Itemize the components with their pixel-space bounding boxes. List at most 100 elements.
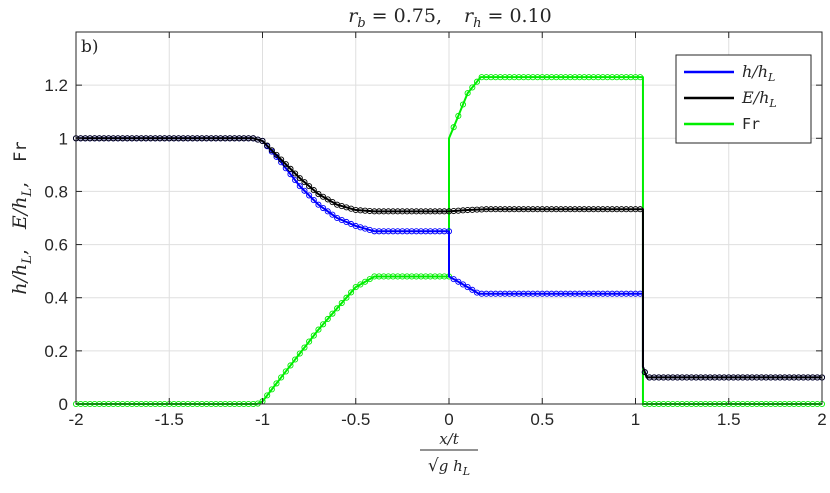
marker-fr — [478, 74, 485, 81]
marker-e — [539, 206, 546, 213]
marker-h — [585, 290, 592, 297]
marker-e — [567, 206, 574, 213]
marker-h — [576, 290, 583, 297]
marker-e — [744, 374, 751, 381]
marker-fr — [506, 74, 513, 81]
marker-e — [660, 374, 667, 381]
marker-e — [730, 374, 737, 381]
marker-fr — [306, 338, 313, 345]
marker-e — [320, 193, 327, 200]
marker-e — [124, 135, 131, 142]
marker-h — [618, 290, 625, 297]
marker-e — [515, 206, 522, 213]
y-tick-label: 0.2 — [44, 342, 68, 361]
marker-fr — [511, 74, 518, 81]
marker-h — [389, 228, 397, 235]
marker-e — [585, 206, 592, 213]
marker-e — [758, 374, 765, 381]
marker-fr — [329, 310, 336, 317]
marker-e — [189, 135, 196, 142]
marker-fr — [348, 289, 355, 296]
marker-h — [609, 290, 616, 297]
marker-fr — [520, 74, 527, 81]
marker-e — [492, 206, 499, 213]
marker-fr — [385, 273, 392, 280]
x-tick-label: -0.5 — [341, 410, 370, 429]
marker-e — [445, 208, 453, 215]
marker-fr — [441, 273, 448, 280]
marker-h — [436, 228, 443, 235]
marker-e — [441, 208, 448, 215]
marker-h — [301, 187, 308, 194]
marker-h — [613, 290, 620, 297]
marker-e — [128, 135, 135, 142]
marker-e — [147, 135, 154, 142]
marker-e — [459, 207, 467, 214]
y-tick-label: 1.2 — [44, 76, 68, 95]
marker-h — [315, 201, 322, 208]
marker-h — [408, 228, 415, 235]
marker-e — [683, 374, 690, 381]
marker-h — [371, 228, 378, 235]
marker-fr — [357, 281, 364, 288]
marker-e — [114, 135, 122, 142]
marker-h — [497, 290, 504, 297]
marker-fr — [576, 74, 583, 81]
marker-fr — [473, 78, 481, 85]
marker-e — [814, 374, 821, 381]
marker-e — [422, 208, 429, 215]
marker-fr — [343, 294, 350, 301]
marker-e — [203, 135, 210, 142]
marker-h — [543, 290, 550, 297]
marker-e — [804, 374, 812, 381]
marker-fr — [492, 74, 499, 81]
marker-h — [450, 276, 457, 283]
marker-e — [623, 206, 630, 213]
marker-fr — [450, 124, 457, 131]
marker-h — [394, 228, 401, 235]
marker-e — [184, 135, 191, 142]
x-tick-label: 2 — [817, 410, 826, 429]
marker-fr — [501, 74, 509, 81]
marker-fr — [627, 74, 634, 81]
x-tick-label: 1 — [631, 410, 640, 429]
tick-labels: -2 -1.5 -1 -0.5 0 0.5 1 1.5 2 0 0.2 0.4 0.6 0.8 1 1.2 — [44, 76, 826, 429]
marker-fr — [371, 273, 378, 280]
marker-e — [259, 137, 266, 144]
marker-fr — [571, 74, 578, 81]
marker-e — [739, 374, 746, 381]
marker-fr — [394, 273, 401, 280]
x-tick-label: 0 — [444, 410, 453, 429]
marker-e — [786, 374, 793, 381]
marker-h — [529, 290, 536, 297]
svg-text:√g hL: √g hL — [428, 456, 470, 478]
marker-e — [376, 208, 383, 215]
marker-e — [506, 206, 513, 213]
marker-e — [301, 179, 308, 186]
marker-fr — [376, 273, 383, 280]
marker-h — [623, 290, 630, 297]
marker-h — [413, 228, 420, 235]
marker-e — [581, 206, 588, 213]
marker-h — [324, 208, 331, 215]
marker-h — [403, 228, 411, 235]
marker-e — [156, 135, 163, 142]
marker-e — [473, 206, 481, 213]
marker-e — [273, 151, 280, 158]
marker-e — [651, 374, 658, 381]
marker-fr — [389, 273, 397, 280]
marker-e — [427, 208, 434, 215]
marker-e — [725, 374, 732, 381]
marker-e — [800, 374, 807, 381]
marker-e — [194, 135, 201, 142]
marker-e — [562, 206, 569, 213]
marker-fr — [301, 344, 308, 351]
marker-fr — [459, 101, 467, 108]
marker-fr — [464, 90, 471, 97]
marker-e — [613, 206, 620, 213]
marker-e — [161, 135, 168, 142]
marker-e — [763, 374, 770, 381]
marker-e — [282, 161, 289, 168]
marker-e — [138, 135, 145, 142]
series-layer — [72, 74, 826, 408]
